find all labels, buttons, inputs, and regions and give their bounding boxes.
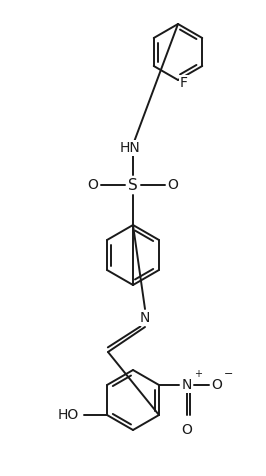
Text: −: −	[224, 369, 233, 379]
Text: N: N	[140, 311, 150, 325]
Text: S: S	[128, 178, 138, 192]
Text: HN: HN	[120, 141, 141, 155]
Text: O: O	[88, 178, 98, 192]
Text: F: F	[180, 76, 188, 90]
Text: N: N	[182, 378, 192, 392]
Text: O: O	[211, 378, 222, 392]
Text: +: +	[194, 369, 202, 379]
Text: O: O	[168, 178, 178, 192]
Text: O: O	[181, 423, 192, 437]
Text: HO: HO	[58, 408, 79, 422]
